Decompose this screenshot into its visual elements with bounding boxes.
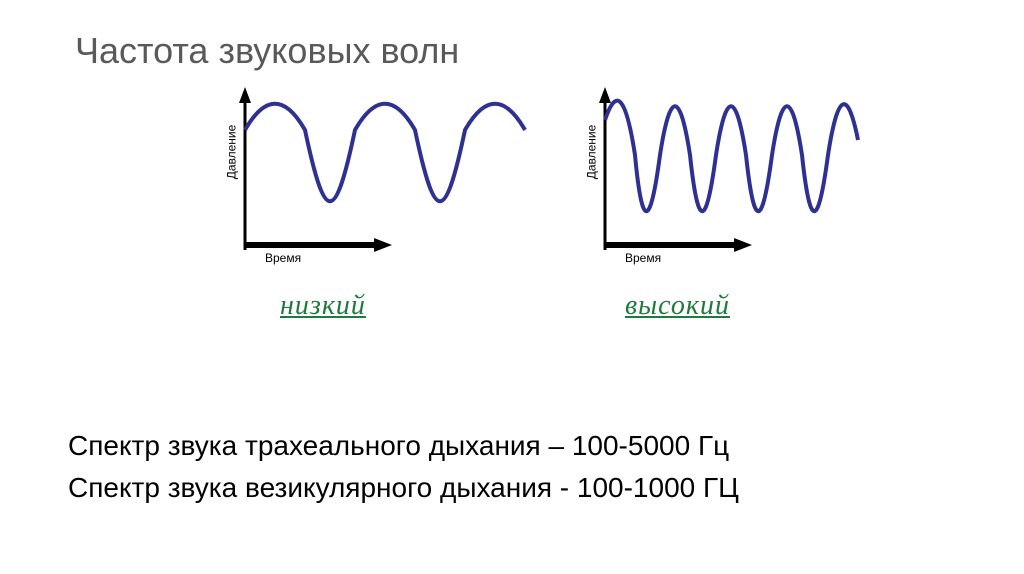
spectrum-tracheal: Спектр звука трахеального дыхания – 100-… — [68, 430, 729, 462]
page-title: Частота звуковых волн — [75, 30, 459, 72]
caption-high: высокий — [625, 290, 730, 322]
spectrum-vesicular: Спектр звука везикулярного дыхания - 100… — [68, 472, 739, 504]
y-axis-label: Давление — [224, 125, 238, 180]
chart-high-frequency: Давление Время — [570, 85, 900, 275]
caption-low: низкий — [280, 290, 366, 322]
chart-low-frequency: Давление Время — [210, 85, 540, 275]
x-axis-label: Время — [625, 251, 661, 265]
x-axis-label: Время — [265, 251, 301, 265]
wave-low-svg — [210, 85, 540, 275]
wave-high-svg — [570, 85, 900, 275]
y-axis-label: Давление — [584, 125, 598, 180]
